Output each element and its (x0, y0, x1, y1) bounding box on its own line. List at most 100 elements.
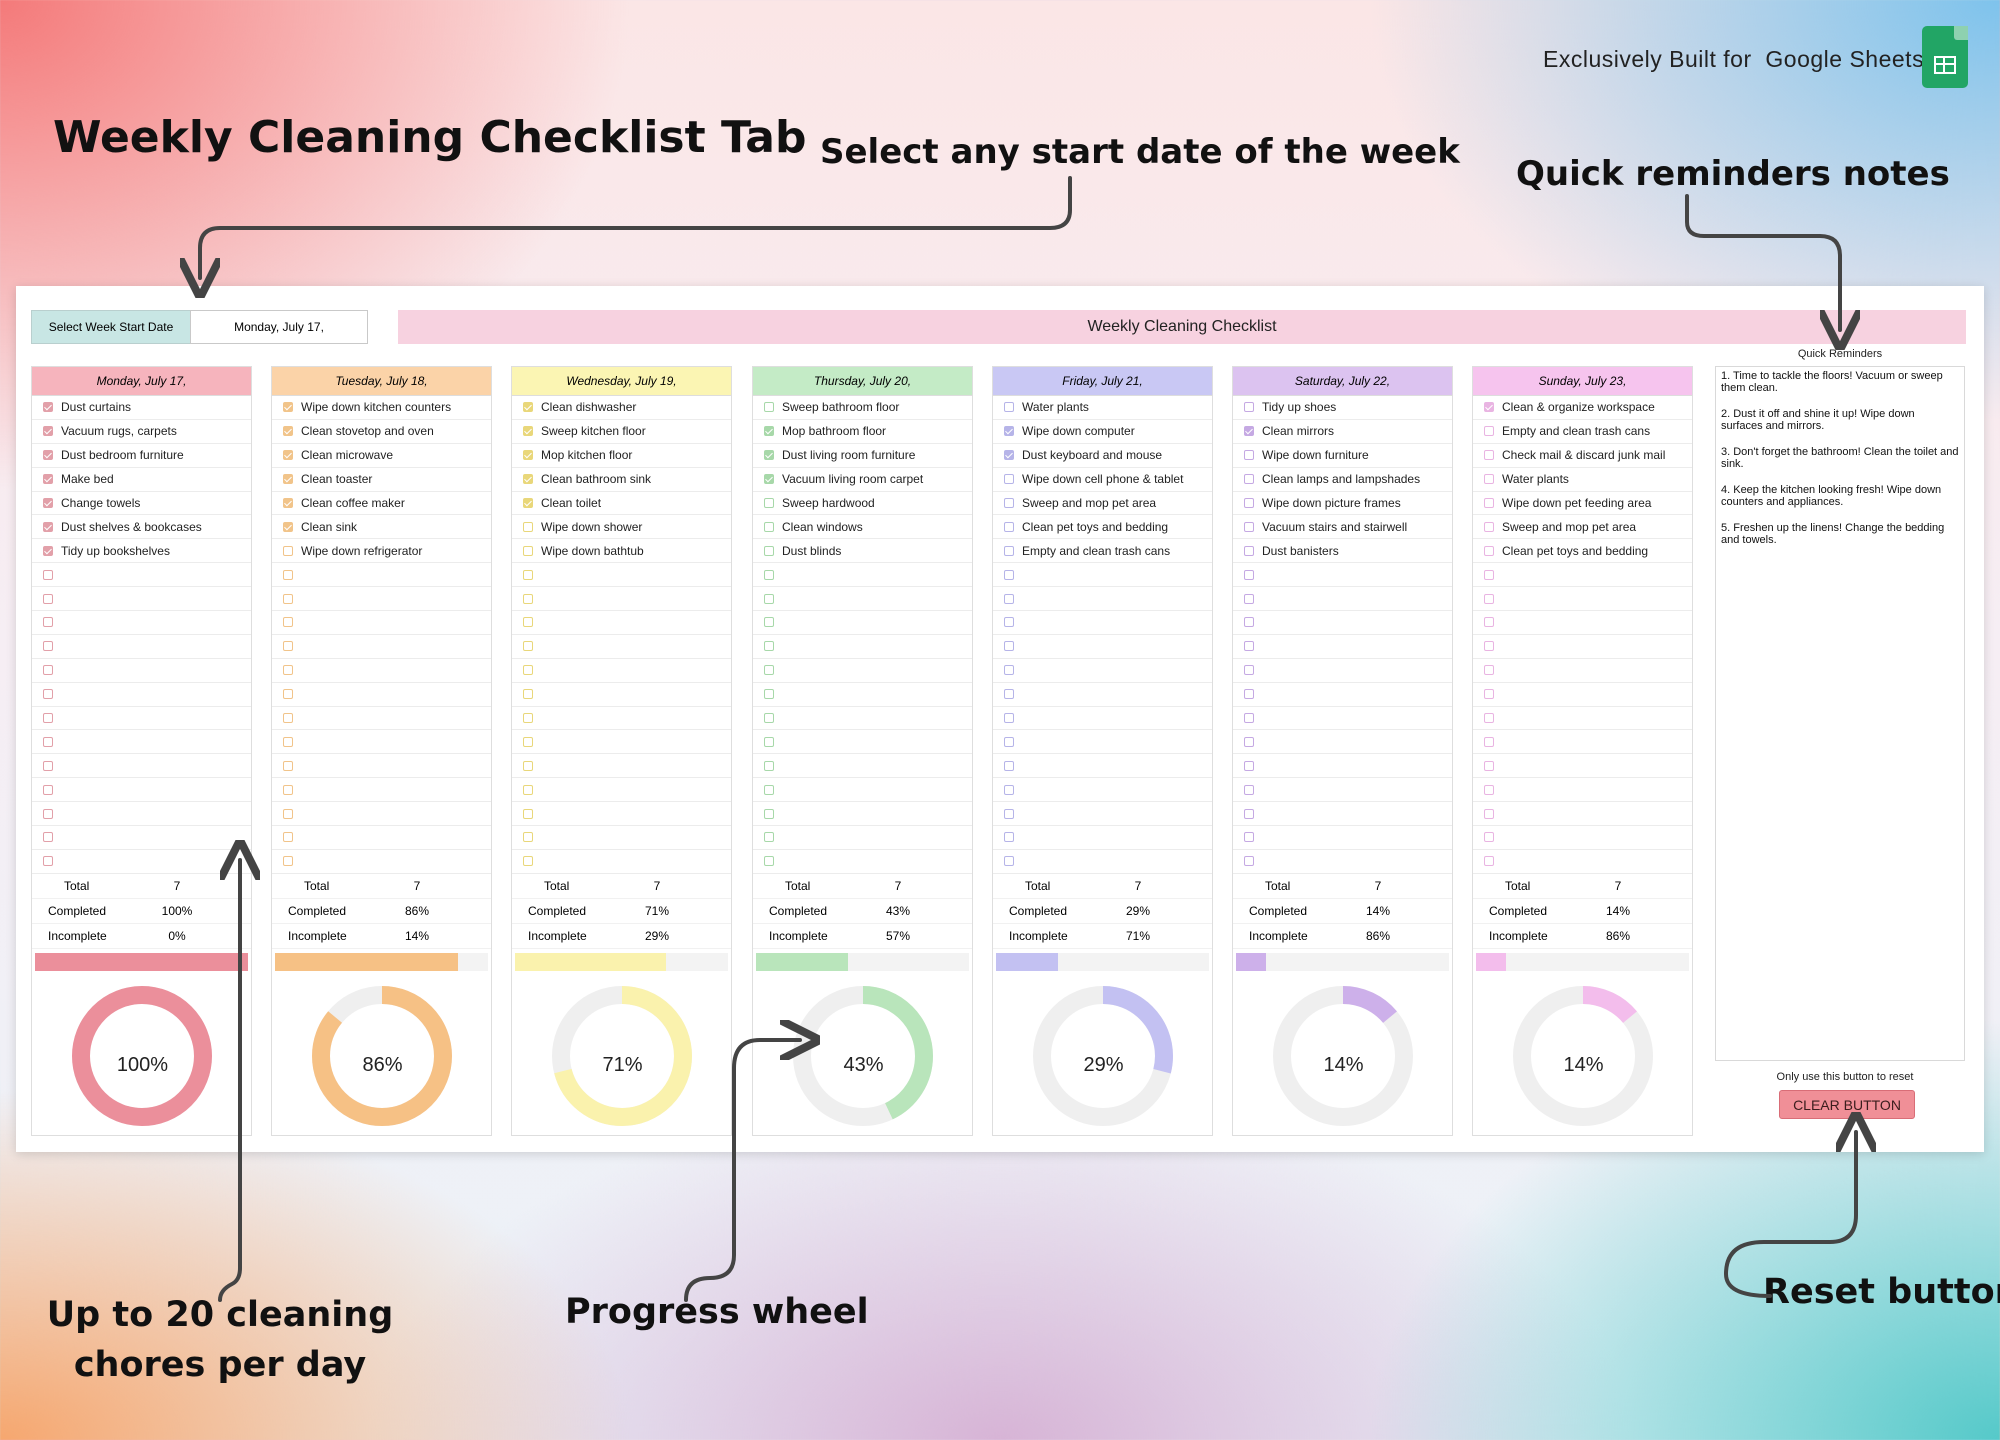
task-checkbox[interactable] (1244, 545, 1254, 556)
task-label[interactable]: Water plants (1502, 472, 1569, 487)
task-checkbox[interactable] (1244, 808, 1254, 819)
task-checkbox[interactable] (1484, 784, 1494, 795)
task-label[interactable]: Sweep and mop pet area (1022, 496, 1157, 510)
task-checkbox[interactable] (1244, 569, 1254, 580)
task-checkbox[interactable] (764, 760, 774, 771)
task-label[interactable]: Dust living room furniture (782, 448, 916, 463)
task-checkbox[interactable] (764, 832, 774, 843)
task-checkbox[interactable] (1244, 736, 1254, 747)
task-label[interactable]: Wipe down computer (1022, 424, 1135, 439)
task-checkbox[interactable] (523, 736, 533, 747)
task-checkbox[interactable] (283, 665, 293, 676)
task-checkbox[interactable] (43, 521, 53, 532)
task-checkbox[interactable] (1004, 760, 1014, 771)
task-label[interactable]: Clean windows (782, 519, 863, 534)
task-label[interactable]: Vacuum rugs, carpets (61, 424, 177, 439)
task-checkbox[interactable] (1484, 521, 1494, 532)
task-checkbox[interactable] (1244, 402, 1254, 413)
task-label[interactable]: Sweep kitchen floor (541, 424, 646, 439)
task-checkbox[interactable] (1484, 713, 1494, 724)
task-checkbox[interactable] (764, 426, 774, 437)
task-checkbox[interactable] (1244, 641, 1254, 652)
task-checkbox[interactable] (1004, 450, 1014, 461)
task-checkbox[interactable] (1484, 593, 1494, 604)
task-checkbox[interactable] (523, 856, 533, 867)
task-checkbox[interactable] (764, 617, 774, 628)
task-checkbox[interactable] (523, 474, 533, 485)
task-checkbox[interactable] (1484, 856, 1494, 867)
task-label[interactable]: Sweep and mop pet area (1502, 519, 1637, 534)
task-label[interactable]: Wipe down furniture (1262, 448, 1369, 463)
task-checkbox[interactable] (1484, 617, 1494, 628)
task-checkbox[interactable] (1004, 713, 1014, 724)
task-checkbox[interactable] (523, 426, 533, 437)
task-checkbox[interactable] (1244, 426, 1254, 437)
task-checkbox[interactable] (1484, 498, 1494, 508)
task-label[interactable]: Wipe down bathtub (541, 543, 644, 558)
task-checkbox[interactable] (283, 545, 293, 556)
task-checkbox[interactable] (43, 569, 53, 580)
task-checkbox[interactable] (43, 736, 53, 747)
task-checkbox[interactable] (1484, 760, 1494, 771)
task-checkbox[interactable] (1244, 784, 1254, 795)
task-label[interactable]: Dust blinds (782, 543, 842, 558)
task-checkbox[interactable] (1004, 474, 1014, 485)
task-label[interactable]: Dust keyboard and mouse (1022, 448, 1163, 463)
task-checkbox[interactable] (1244, 617, 1254, 628)
task-checkbox[interactable] (1484, 450, 1494, 461)
task-checkbox[interactable] (1484, 832, 1494, 843)
task-label[interactable]: Clean toilet (541, 496, 602, 510)
task-checkbox[interactable] (523, 713, 533, 724)
task-checkbox[interactable] (43, 498, 53, 508)
task-checkbox[interactable] (43, 665, 53, 676)
task-label[interactable]: Dust curtains (61, 400, 132, 415)
task-label[interactable]: Empty and clean trash cans (1022, 543, 1171, 558)
task-checkbox[interactable] (1004, 617, 1014, 628)
task-checkbox[interactable] (523, 569, 533, 580)
task-checkbox[interactable] (1004, 689, 1014, 700)
task-checkbox[interactable] (523, 641, 533, 652)
task-label[interactable]: Tidy up bookshelves (61, 543, 170, 558)
task-checkbox[interactable] (283, 760, 293, 771)
task-checkbox[interactable] (283, 617, 293, 628)
task-checkbox[interactable] (43, 808, 53, 819)
task-checkbox[interactable] (523, 784, 533, 795)
task-checkbox[interactable] (1004, 736, 1014, 747)
task-checkbox[interactable] (764, 736, 774, 747)
task-checkbox[interactable] (1244, 593, 1254, 604)
task-checkbox[interactable] (1484, 545, 1494, 556)
task-checkbox[interactable] (43, 832, 53, 843)
task-checkbox[interactable] (1004, 856, 1014, 867)
task-checkbox[interactable] (1004, 808, 1014, 819)
task-checkbox[interactable] (1484, 569, 1494, 580)
task-checkbox[interactable] (1484, 402, 1494, 413)
task-checkbox[interactable] (523, 498, 533, 508)
task-checkbox[interactable] (764, 713, 774, 724)
task-checkbox[interactable] (283, 641, 293, 652)
task-label[interactable]: Dust shelves & bookcases (61, 519, 202, 534)
task-checkbox[interactable] (523, 808, 533, 819)
task-checkbox[interactable] (764, 808, 774, 819)
task-checkbox[interactable] (523, 402, 533, 413)
task-checkbox[interactable] (43, 784, 53, 795)
task-label[interactable]: Clean sink (301, 519, 358, 534)
task-checkbox[interactable] (1004, 498, 1014, 508)
task-checkbox[interactable] (283, 593, 293, 604)
task-label[interactable]: Clean microwave (301, 448, 394, 463)
task-checkbox[interactable] (523, 689, 533, 700)
task-checkbox[interactable] (43, 402, 53, 413)
task-label[interactable]: Clean toaster (301, 472, 373, 487)
task-label[interactable]: Clean stovetop and oven (301, 424, 434, 439)
task-checkbox[interactable] (1484, 808, 1494, 819)
task-label[interactable]: Mop bathroom floor (782, 424, 887, 439)
task-checkbox[interactable] (1244, 665, 1254, 676)
task-label[interactable]: Sweep hardwood (782, 496, 875, 510)
task-checkbox[interactable] (283, 426, 293, 437)
task-label[interactable]: Clean lamps and lampshades (1262, 472, 1421, 487)
task-checkbox[interactable] (764, 474, 774, 485)
task-checkbox[interactable] (43, 689, 53, 700)
task-checkbox[interactable] (1004, 832, 1014, 843)
task-checkbox[interactable] (1484, 641, 1494, 652)
task-checkbox[interactable] (283, 784, 293, 795)
task-checkbox[interactable] (43, 617, 53, 628)
